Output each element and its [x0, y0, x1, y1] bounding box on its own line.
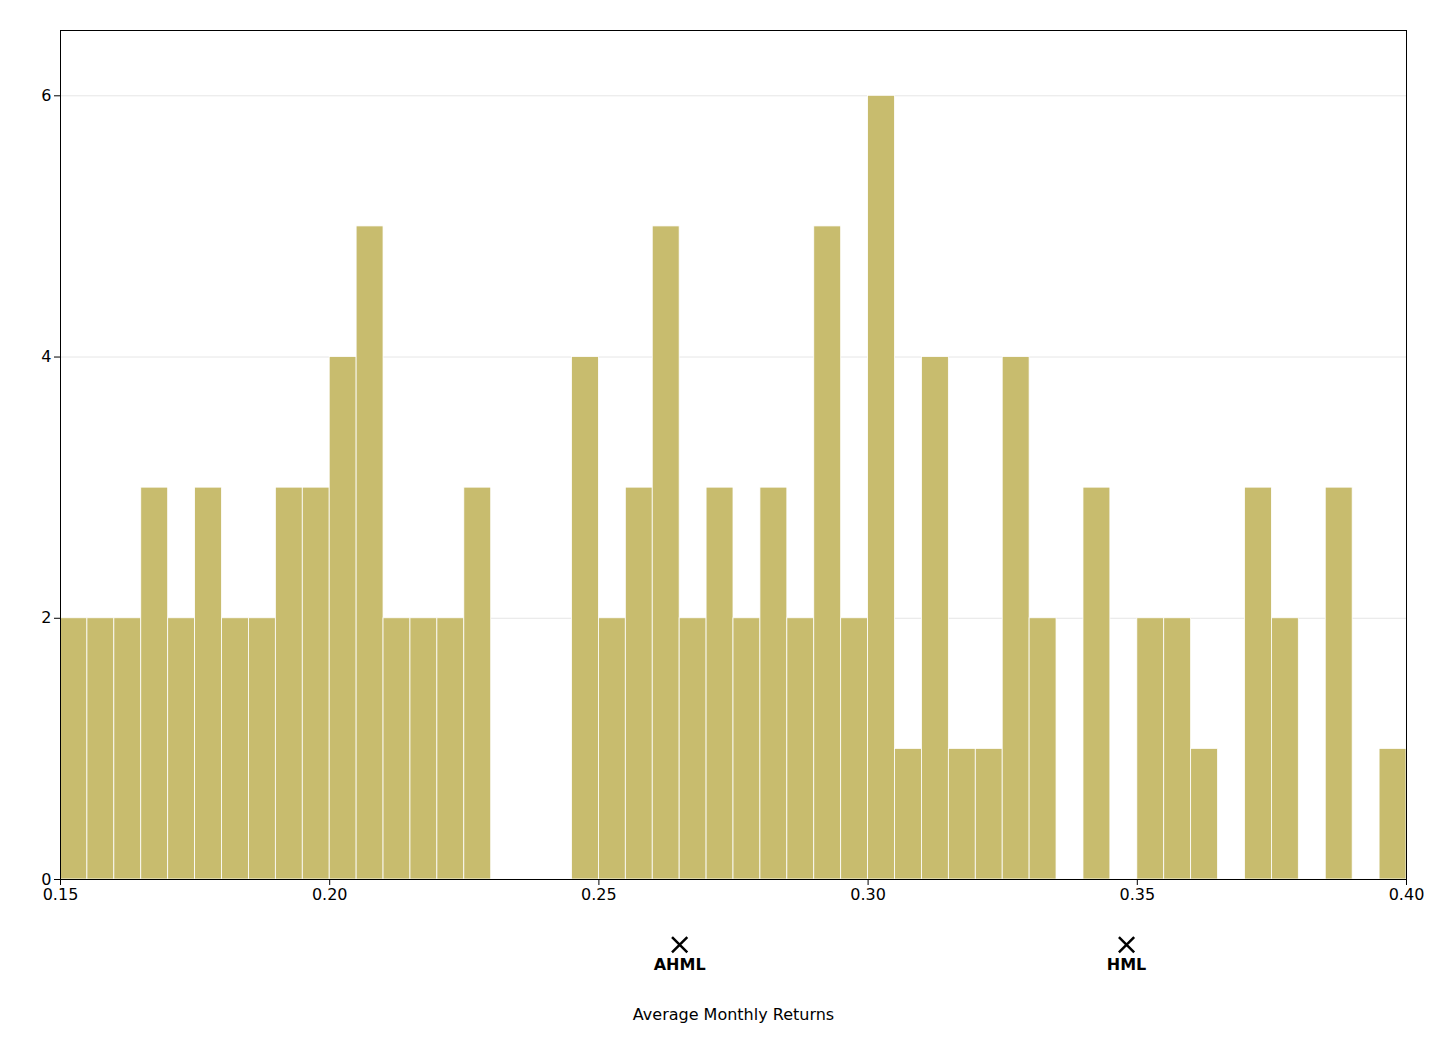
svg-text:0.40: 0.40 — [1389, 885, 1425, 904]
svg-text:AHML: AHML — [654, 955, 706, 974]
svg-text:2: 2 — [41, 608, 51, 627]
svg-text:HML: HML — [1107, 955, 1147, 974]
svg-text:6: 6 — [41, 86, 51, 105]
svg-text:4: 4 — [41, 347, 51, 366]
svg-text:0: 0 — [41, 869, 52, 889]
svg-text:0.20: 0.20 — [312, 885, 348, 904]
svg-text:0.35: 0.35 — [1119, 885, 1155, 904]
svg-text:0.15: 0.15 — [43, 885, 79, 904]
svg-text:0.25: 0.25 — [581, 885, 617, 904]
svg-text:0.30: 0.30 — [850, 885, 886, 904]
svg-text:Average Monthly Returns: Average Monthly Returns — [633, 1005, 834, 1024]
